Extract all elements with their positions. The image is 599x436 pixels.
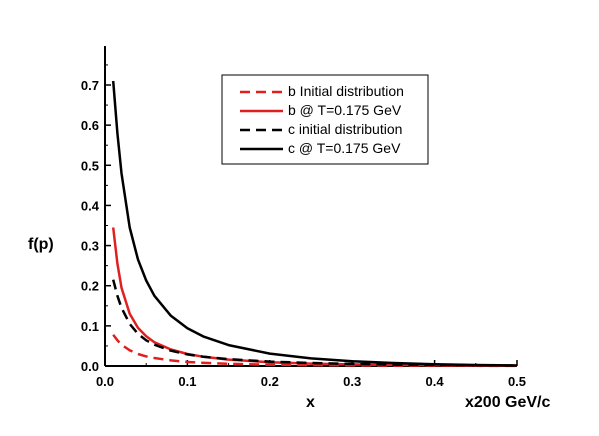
y-tick-label: 0.6	[81, 118, 99, 133]
y-tick-label: 0.4	[81, 198, 100, 213]
series-line-1	[111, 227, 518, 367]
x-tick-label: 0.1	[178, 374, 196, 389]
y-tick-label: 0.5	[81, 158, 99, 173]
y-axis-title: f(p)	[28, 236, 54, 253]
ticks: 0.0 0.1 0.2 0.3 0.4 0.5 0.0 0.1 0.2 0.3 0.4 0.5 0.6 0…	[81, 64, 526, 389]
y-tick-label: 0.0	[81, 359, 99, 374]
x-axis-unit-label: x200 GeV/c	[465, 394, 551, 411]
x-tick-label: 0.5	[508, 374, 526, 389]
y-tick-label: 0.7	[81, 78, 99, 93]
series-line-3	[111, 80, 518, 367]
series-line-2	[111, 279, 518, 367]
legend-label-3: c @ T=0.175 GeV	[288, 140, 401, 156]
x-axis-title: x	[306, 394, 315, 411]
legend-label-0: b Initial distribution	[288, 83, 404, 99]
x-tick-label: 0.0	[96, 374, 114, 389]
legend-label-2: c initial distribution	[288, 121, 402, 137]
y-tick-label: 0.3	[81, 239, 99, 254]
y-tick-label: 0.2	[81, 279, 99, 294]
series-lines	[111, 80, 518, 368]
x-tick-label: 0.3	[343, 374, 361, 389]
x-tick-label: 0.4	[426, 374, 445, 389]
legend-label-1: b @ T=0.175 GeV	[288, 102, 402, 118]
legend: b Initial distribution b @ T=0.175 GeV c i…	[221, 74, 429, 165]
y-tick-label: 0.1	[81, 319, 99, 334]
x-tick-label: 0.2	[261, 374, 279, 389]
